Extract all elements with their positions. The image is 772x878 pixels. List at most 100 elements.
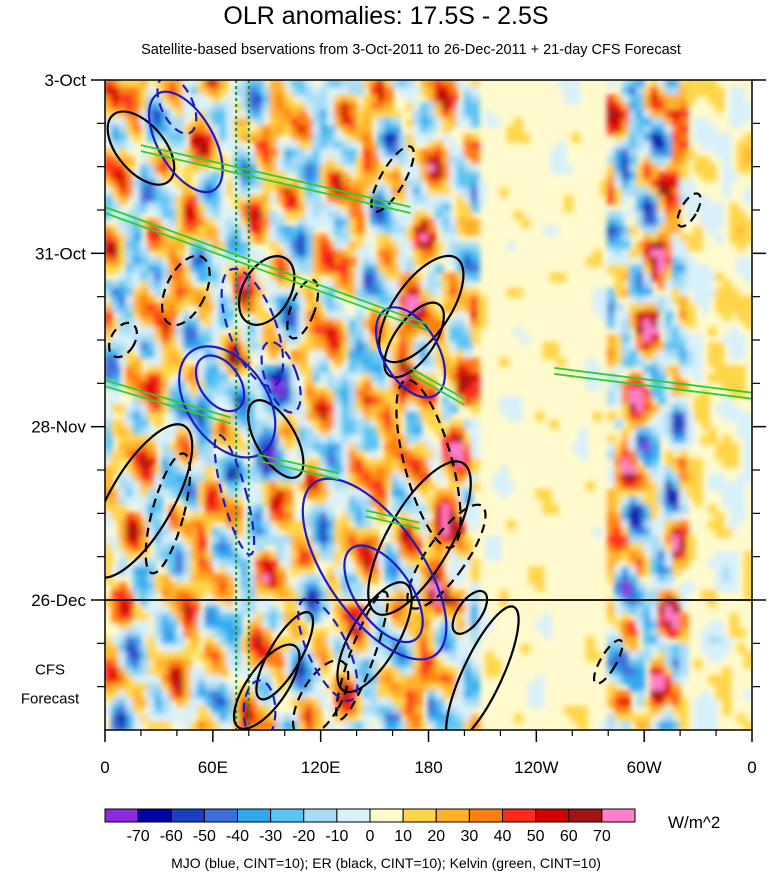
field-cell: [118, 713, 128, 724]
field-cell: [391, 125, 401, 136]
field-cell: [427, 581, 437, 592]
field-cell: [643, 148, 653, 159]
field-cell: [240, 109, 250, 120]
field-cell: [362, 667, 372, 677]
field-cell: [326, 303, 337, 314]
field-cell: [456, 636, 466, 646]
field-cell: [384, 427, 394, 437]
field-cell: [161, 272, 171, 283]
field-cell: [118, 535, 128, 546]
field-cell: [362, 187, 372, 198]
field-cell: [657, 597, 667, 608]
field-cell: [628, 543, 638, 554]
field-cell: [643, 520, 653, 530]
field-cell: [254, 125, 265, 136]
field-cell: [254, 628, 265, 639]
field-cell: [197, 612, 207, 623]
field-cell: [154, 535, 164, 546]
field-cell: [183, 334, 193, 345]
field-cell: [175, 605, 186, 615]
field-cell: [154, 210, 164, 221]
field-cell: [190, 643, 200, 654]
field-cell: [549, 349, 559, 360]
field-cell: [377, 342, 387, 352]
field-cell: [391, 318, 401, 329]
field-cell: [434, 280, 444, 290]
field-cell: [118, 287, 128, 298]
field-cell: [197, 465, 207, 476]
field-cell: [657, 233, 667, 244]
field-cell: [657, 133, 667, 143]
field-cell: [105, 156, 114, 167]
field-cell: [391, 295, 401, 306]
field-cell: [679, 241, 689, 252]
field-cell: [154, 605, 164, 615]
field-cell: [391, 349, 401, 360]
field-cell: [226, 396, 236, 406]
field-cell: [715, 303, 725, 314]
field-cell: [722, 411, 732, 422]
field-cell: [434, 94, 444, 105]
field-cell: [175, 651, 186, 662]
field-cell: [707, 589, 718, 600]
field-cell: [247, 574, 257, 584]
field-cell: [312, 218, 322, 229]
field-cell: [283, 210, 293, 221]
field-cell: [635, 326, 646, 337]
field-cell: [635, 334, 646, 345]
field-cell: [671, 465, 682, 476]
field-cell: [276, 465, 286, 476]
field-cell: [470, 597, 480, 608]
field-cell: [715, 295, 725, 306]
field-cell: [341, 94, 351, 105]
field-cell: [729, 489, 739, 499]
field-cell: [405, 202, 416, 213]
field-cell: [722, 365, 732, 376]
field-cell: [312, 651, 322, 662]
field-cell: [139, 94, 150, 105]
field-cell: [132, 311, 142, 321]
field-cell: [334, 411, 344, 422]
field-cell: [441, 349, 452, 360]
field-cell: [693, 496, 703, 507]
field-cell: [700, 411, 710, 422]
field-cell: [635, 102, 646, 112]
field-cell: [398, 233, 408, 244]
field-cell: [312, 311, 322, 321]
field-cell: [434, 210, 444, 221]
field-cell: [657, 520, 667, 530]
field-cell: [671, 94, 682, 105]
field-cell: [312, 574, 322, 584]
field-cell: [211, 527, 222, 538]
field-cell: [621, 396, 631, 406]
field-cell: [197, 543, 207, 554]
field-cell: [671, 674, 682, 685]
field-cell: [715, 551, 725, 561]
field-cell: [671, 349, 682, 360]
field-cell: [139, 404, 150, 414]
field-cell: [269, 102, 279, 112]
field-cell: [427, 674, 437, 685]
field-cell: [427, 605, 437, 615]
field-cell: [326, 117, 337, 128]
field-cell: [736, 303, 746, 314]
field-cell: [657, 357, 667, 368]
field-cell: [671, 233, 682, 244]
field-cell: [341, 80, 351, 89]
field-cell: [427, 543, 437, 554]
field-cell: [105, 125, 114, 136]
field-cell: [664, 80, 674, 89]
field-cell: [635, 551, 646, 561]
field-cell: [183, 94, 193, 105]
field-cell: [125, 434, 135, 445]
field-cell: [362, 94, 372, 105]
field-cell: [513, 210, 523, 221]
field-cell: [262, 334, 272, 345]
field-cell: [312, 94, 322, 105]
field-cell: [183, 674, 193, 685]
field-cell: [161, 713, 171, 724]
field-cell: [132, 636, 142, 646]
field-cell: [254, 272, 265, 283]
field-cell: [679, 179, 689, 190]
field-cell: [125, 589, 135, 600]
